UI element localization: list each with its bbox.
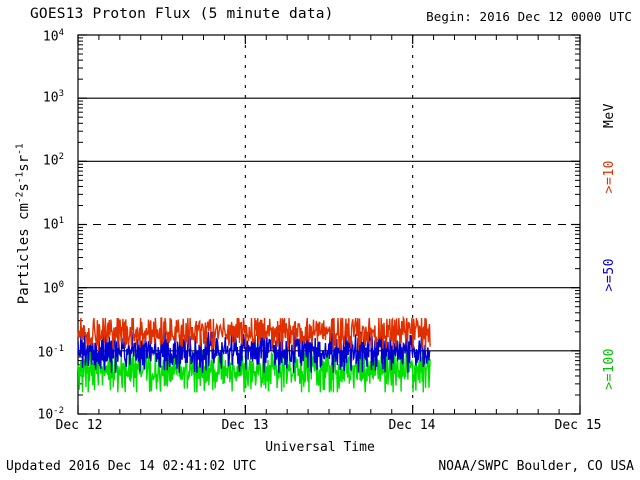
x-tick-label: Dec 13 (221, 418, 269, 433)
series-line (77, 350, 431, 393)
x-tick-label: Dec 12 (55, 418, 103, 433)
y-tick-label: 102 (42, 152, 64, 169)
updated-timestamp: Updated 2016 Dec 14 02:41:02 UTC (6, 459, 257, 474)
x-tick-label: Dec 14 (388, 418, 436, 433)
plot-area-group (77, 34, 581, 415)
series-line (77, 331, 431, 373)
chart-title: GOES13 Proton Flux (5 minute data) (30, 6, 334, 22)
begin-time-label: Begin: 2016 Dec 12 0000 UTC (426, 9, 632, 24)
y-tick-label: 101 (42, 216, 64, 233)
data-series-layer (77, 315, 431, 393)
y-tick-label: 104 (42, 28, 64, 45)
y-tick-label: 100 (42, 280, 64, 297)
data-source-label: NOAA/SWPC Boulder, CO USA (438, 459, 634, 474)
series-line (77, 315, 431, 351)
x-axis-label: Universal Time (265, 440, 375, 455)
y-tick-label: 10-2 (37, 406, 65, 423)
y-tick-label: 10-1 (37, 344, 65, 361)
y-tick-label: 103 (42, 89, 64, 106)
gridlines (78, 97, 580, 352)
x-tick-label: Dec 15 (554, 418, 602, 433)
